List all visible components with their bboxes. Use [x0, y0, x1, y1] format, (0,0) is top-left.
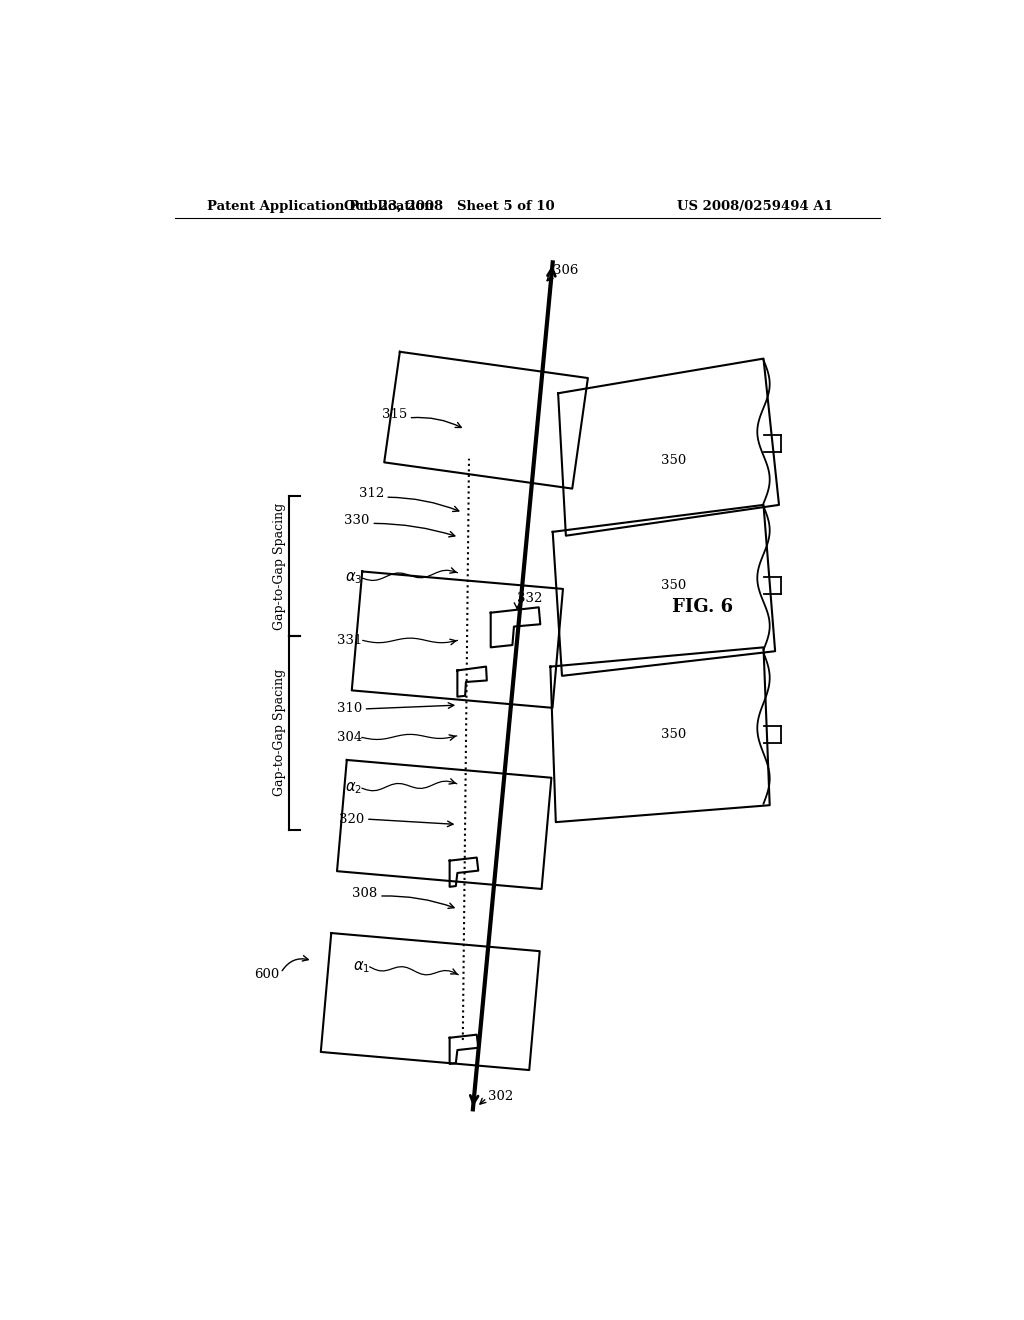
Text: US 2008/0259494 A1: US 2008/0259494 A1 [677, 199, 834, 213]
Text: 302: 302 [488, 1090, 514, 1102]
Text: $\alpha_1$: $\alpha_1$ [352, 960, 370, 974]
Text: 310: 310 [337, 702, 362, 715]
Text: Patent Application Publication: Patent Application Publication [207, 199, 434, 213]
Text: Gap-to-Gap Spacing: Gap-to-Gap Spacing [272, 503, 286, 630]
Text: 350: 350 [662, 579, 686, 593]
Text: Gap-to-Gap Spacing: Gap-to-Gap Spacing [272, 669, 286, 796]
Text: $\alpha_2$: $\alpha_2$ [345, 780, 362, 796]
Text: 350: 350 [662, 454, 686, 467]
Text: 332: 332 [517, 593, 543, 606]
Text: 330: 330 [344, 513, 370, 527]
Text: 350: 350 [662, 727, 686, 741]
Text: 306: 306 [553, 264, 579, 277]
Text: $\alpha_3$: $\alpha_3$ [345, 570, 362, 586]
Text: 304: 304 [337, 731, 362, 744]
Text: FIG. 6: FIG. 6 [672, 598, 733, 615]
Text: 315: 315 [382, 408, 407, 421]
Text: 308: 308 [352, 887, 378, 900]
Text: 312: 312 [358, 487, 384, 500]
Text: 600: 600 [254, 968, 280, 981]
Text: 320: 320 [339, 813, 365, 825]
Text: Oct. 23, 2008   Sheet 5 of 10: Oct. 23, 2008 Sheet 5 of 10 [344, 199, 555, 213]
Text: 331: 331 [338, 634, 362, 647]
